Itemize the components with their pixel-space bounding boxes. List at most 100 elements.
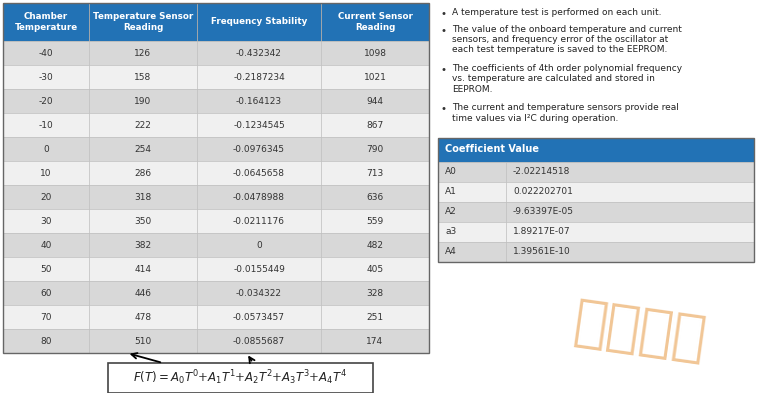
Bar: [321, 209, 429, 233]
Text: -9.63397E-05: -9.63397E-05: [513, 207, 574, 216]
Text: 1021: 1021: [364, 72, 387, 81]
Bar: [197, 209, 321, 233]
Bar: [321, 161, 429, 185]
Bar: [321, 65, 429, 89]
Bar: [197, 185, 321, 209]
Bar: [197, 257, 321, 281]
Bar: [321, 41, 429, 65]
Bar: [3, 137, 89, 161]
Text: -0.164123: -0.164123: [236, 97, 282, 105]
Text: The coefficients of 4th order polynomial frequency
vs. temperature are calculate: The coefficients of 4th order polynomial…: [452, 64, 682, 94]
Text: Frequency Stability: Frequency Stability: [211, 18, 307, 26]
Bar: [108, 363, 373, 393]
Text: A0: A0: [445, 167, 457, 176]
Text: 0: 0: [43, 145, 49, 154]
Text: -0.0645658: -0.0645658: [233, 169, 285, 178]
Bar: [3, 65, 89, 89]
Text: Temperature Sensor
Reading: Temperature Sensor Reading: [93, 12, 193, 32]
Bar: [438, 162, 506, 182]
Text: Current Sensor
Reading: Current Sensor Reading: [337, 12, 412, 32]
Text: 478: 478: [134, 312, 152, 321]
Text: 510: 510: [134, 336, 152, 345]
Bar: [438, 138, 754, 162]
Bar: [3, 113, 89, 137]
Bar: [3, 3, 429, 353]
Text: 1.89217E-07: 1.89217E-07: [513, 227, 571, 236]
Text: The value of the onboard temperature and current
sensors, and frequency error of: The value of the onboard temperature and…: [452, 24, 682, 54]
Bar: [3, 257, 89, 281]
Text: 318: 318: [134, 193, 152, 202]
Bar: [89, 233, 197, 257]
Text: 80: 80: [40, 336, 52, 345]
Text: -40: -40: [39, 48, 53, 57]
Text: A4: A4: [445, 247, 457, 256]
Text: The current and temperature sensors provide real
time values via I²C during oper: The current and temperature sensors prov…: [452, 103, 679, 123]
Bar: [197, 329, 321, 353]
Text: -0.034322: -0.034322: [236, 288, 282, 298]
Text: A2: A2: [445, 207, 457, 216]
Text: -0.432342: -0.432342: [236, 48, 282, 57]
Bar: [321, 185, 429, 209]
Text: 60: 60: [40, 288, 52, 298]
Text: Coefficient Value: Coefficient Value: [445, 145, 539, 154]
Text: 190: 190: [134, 97, 152, 105]
Text: -0.0211176: -0.0211176: [233, 217, 285, 226]
Text: a3: a3: [445, 227, 456, 236]
Text: A1: A1: [445, 187, 457, 196]
Bar: [438, 202, 506, 222]
Text: -0.0155449: -0.0155449: [233, 264, 285, 274]
Bar: [3, 3, 89, 41]
Bar: [438, 242, 506, 261]
Text: A temperature test is performed on each unit.: A temperature test is performed on each …: [452, 8, 662, 17]
Text: 0: 0: [256, 241, 262, 250]
Text: 790: 790: [366, 145, 384, 154]
Text: 70: 70: [40, 312, 52, 321]
Text: •: •: [440, 105, 446, 114]
Bar: [321, 233, 429, 257]
Bar: [506, 222, 754, 242]
Text: -0.1234545: -0.1234545: [233, 121, 285, 130]
Bar: [197, 233, 321, 257]
Text: 统一电子: 统一电子: [570, 295, 709, 367]
Bar: [506, 182, 754, 202]
Bar: [197, 89, 321, 113]
Text: 382: 382: [134, 241, 152, 250]
Bar: [3, 185, 89, 209]
Text: -0.0976345: -0.0976345: [233, 145, 285, 154]
Bar: [89, 41, 197, 65]
Bar: [197, 161, 321, 185]
Text: 1.39561E-10: 1.39561E-10: [513, 247, 571, 256]
Bar: [321, 281, 429, 305]
Bar: [321, 113, 429, 137]
Text: 1098: 1098: [364, 48, 387, 57]
Bar: [321, 137, 429, 161]
Text: 30: 30: [40, 217, 52, 226]
Text: 328: 328: [366, 288, 384, 298]
Bar: [506, 162, 754, 182]
Bar: [321, 257, 429, 281]
Bar: [438, 222, 506, 242]
Text: 10: 10: [40, 169, 52, 178]
Text: 174: 174: [366, 336, 384, 345]
Text: -0.0855687: -0.0855687: [233, 336, 285, 345]
Text: 944: 944: [367, 97, 384, 105]
Bar: [506, 242, 754, 261]
Bar: [197, 3, 321, 41]
Bar: [197, 281, 321, 305]
Bar: [3, 329, 89, 353]
Bar: [3, 89, 89, 113]
Text: -0.2187234: -0.2187234: [233, 72, 285, 81]
Text: 867: 867: [366, 121, 384, 130]
Bar: [3, 281, 89, 305]
Text: •: •: [440, 65, 446, 75]
Bar: [197, 65, 321, 89]
Text: Chamber
Temperature: Chamber Temperature: [14, 12, 77, 32]
Text: 446: 446: [134, 288, 152, 298]
Text: $F(T) = A_0T^0$+$A_1T^1$+$A_2T^2$+$A_3T^3$+$A_4T^4$: $F(T) = A_0T^0$+$A_1T^1$+$A_2T^2$+$A_3T^…: [133, 369, 348, 387]
Bar: [89, 209, 197, 233]
Bar: [197, 137, 321, 161]
Bar: [3, 41, 89, 65]
Bar: [3, 209, 89, 233]
Bar: [197, 113, 321, 137]
Bar: [89, 137, 197, 161]
